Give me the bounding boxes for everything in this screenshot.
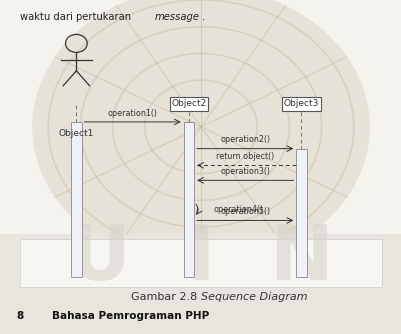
Text: operation4(): operation4() [213, 205, 262, 214]
Text: operation1(): operation1() [107, 109, 157, 118]
Circle shape [32, 0, 369, 267]
Bar [20, 239, 381, 287]
Bar [296, 149, 306, 277]
Text: N: N [269, 222, 332, 296]
Bar [282, 97, 320, 111]
Bar [183, 122, 194, 277]
Text: .: . [202, 12, 205, 22]
Text: operation2(): operation2() [220, 135, 269, 144]
Text: Gambar 2.8: Gambar 2.8 [131, 292, 200, 302]
Text: waktu dari pertukaran: waktu dari pertukaran [20, 12, 134, 22]
Text: Bahasa Pemrograman PHP: Bahasa Pemrograman PHP [52, 311, 209, 321]
Bar [0, 234, 401, 334]
Text: Object3: Object3 [283, 99, 318, 108]
Text: Sequence Diagram: Sequence Diagram [200, 292, 307, 302]
Text: message: message [154, 12, 199, 22]
Bar [169, 97, 208, 111]
Text: I: I [186, 222, 215, 296]
Bar [71, 122, 81, 277]
Text: operation3(): operation3() [220, 167, 269, 176]
Text: U: U [69, 222, 131, 296]
Text: return object(): return object() [216, 152, 273, 161]
Text: operation5(): operation5() [220, 207, 269, 216]
Text: Object2: Object2 [171, 99, 206, 108]
Text: Object1: Object1 [59, 129, 94, 138]
Text: 8: 8 [16, 311, 23, 321]
